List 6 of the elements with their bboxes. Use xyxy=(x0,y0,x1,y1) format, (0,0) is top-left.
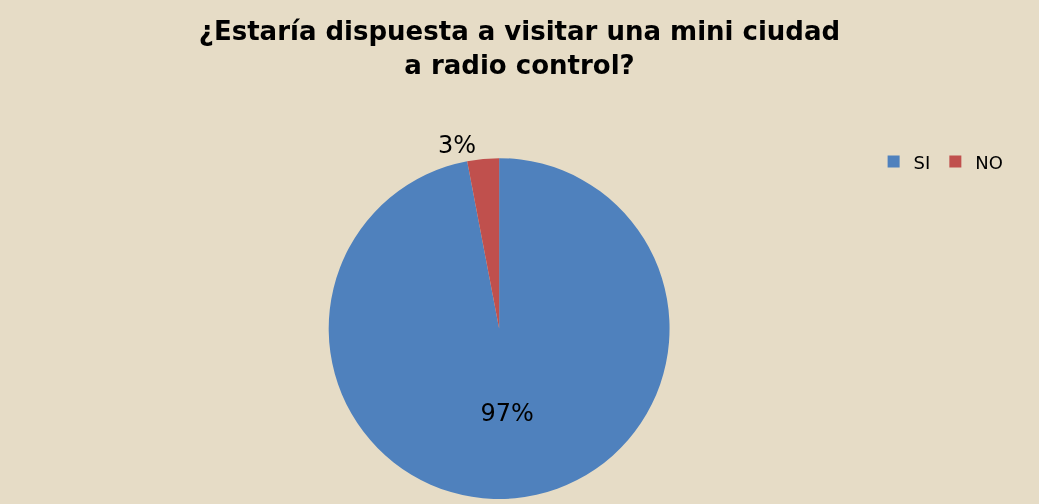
pie-slice xyxy=(328,158,670,499)
legend-label: NO xyxy=(975,151,1003,173)
chart-title: ¿Estaría dispuesta a visitar una mini ciudad a radio control? xyxy=(198,16,841,81)
legend-label: SI xyxy=(913,151,931,173)
data-label: 3% xyxy=(438,131,477,160)
data-label: 97% xyxy=(480,399,534,428)
